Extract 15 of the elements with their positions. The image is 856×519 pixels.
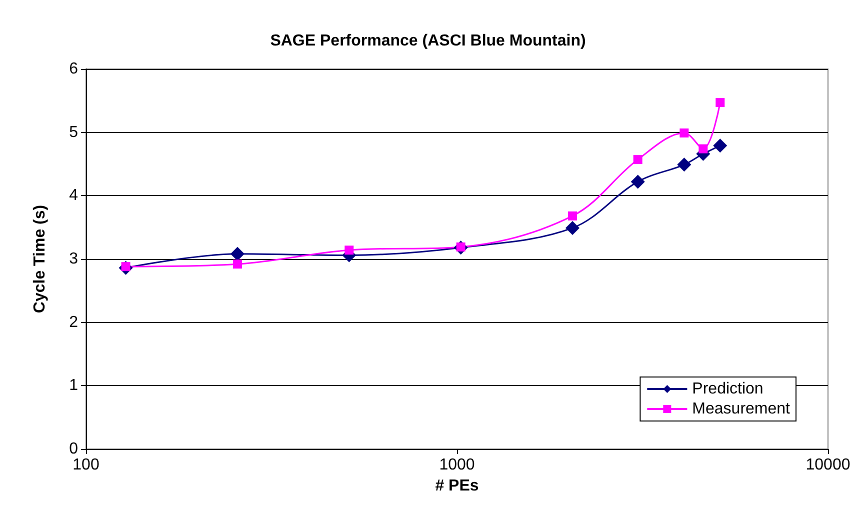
y-tick-label: 2 bbox=[69, 314, 78, 331]
y-axis-title: Cycle Time (s) bbox=[32, 204, 48, 314]
y-tick-label: 1 bbox=[69, 377, 78, 394]
x-axis-title: # PEs bbox=[435, 477, 479, 494]
chart-title: SAGE Performance (ASCI Blue Mountain) bbox=[270, 32, 586, 50]
x-tick-label: 100 bbox=[72, 456, 100, 474]
y-tick-label: 3 bbox=[69, 250, 78, 268]
y-tick-label: 4 bbox=[69, 187, 78, 204]
y-tick-label: 6 bbox=[69, 60, 78, 78]
x-tick-label: 1000 bbox=[439, 456, 475, 474]
y-tick-label: 5 bbox=[69, 124, 78, 141]
legend-label: Prediction bbox=[692, 380, 764, 398]
y-tick-label: 0 bbox=[69, 440, 78, 458]
legend-label: Measurement bbox=[692, 400, 791, 418]
x-tick-label: 10000 bbox=[806, 456, 850, 474]
